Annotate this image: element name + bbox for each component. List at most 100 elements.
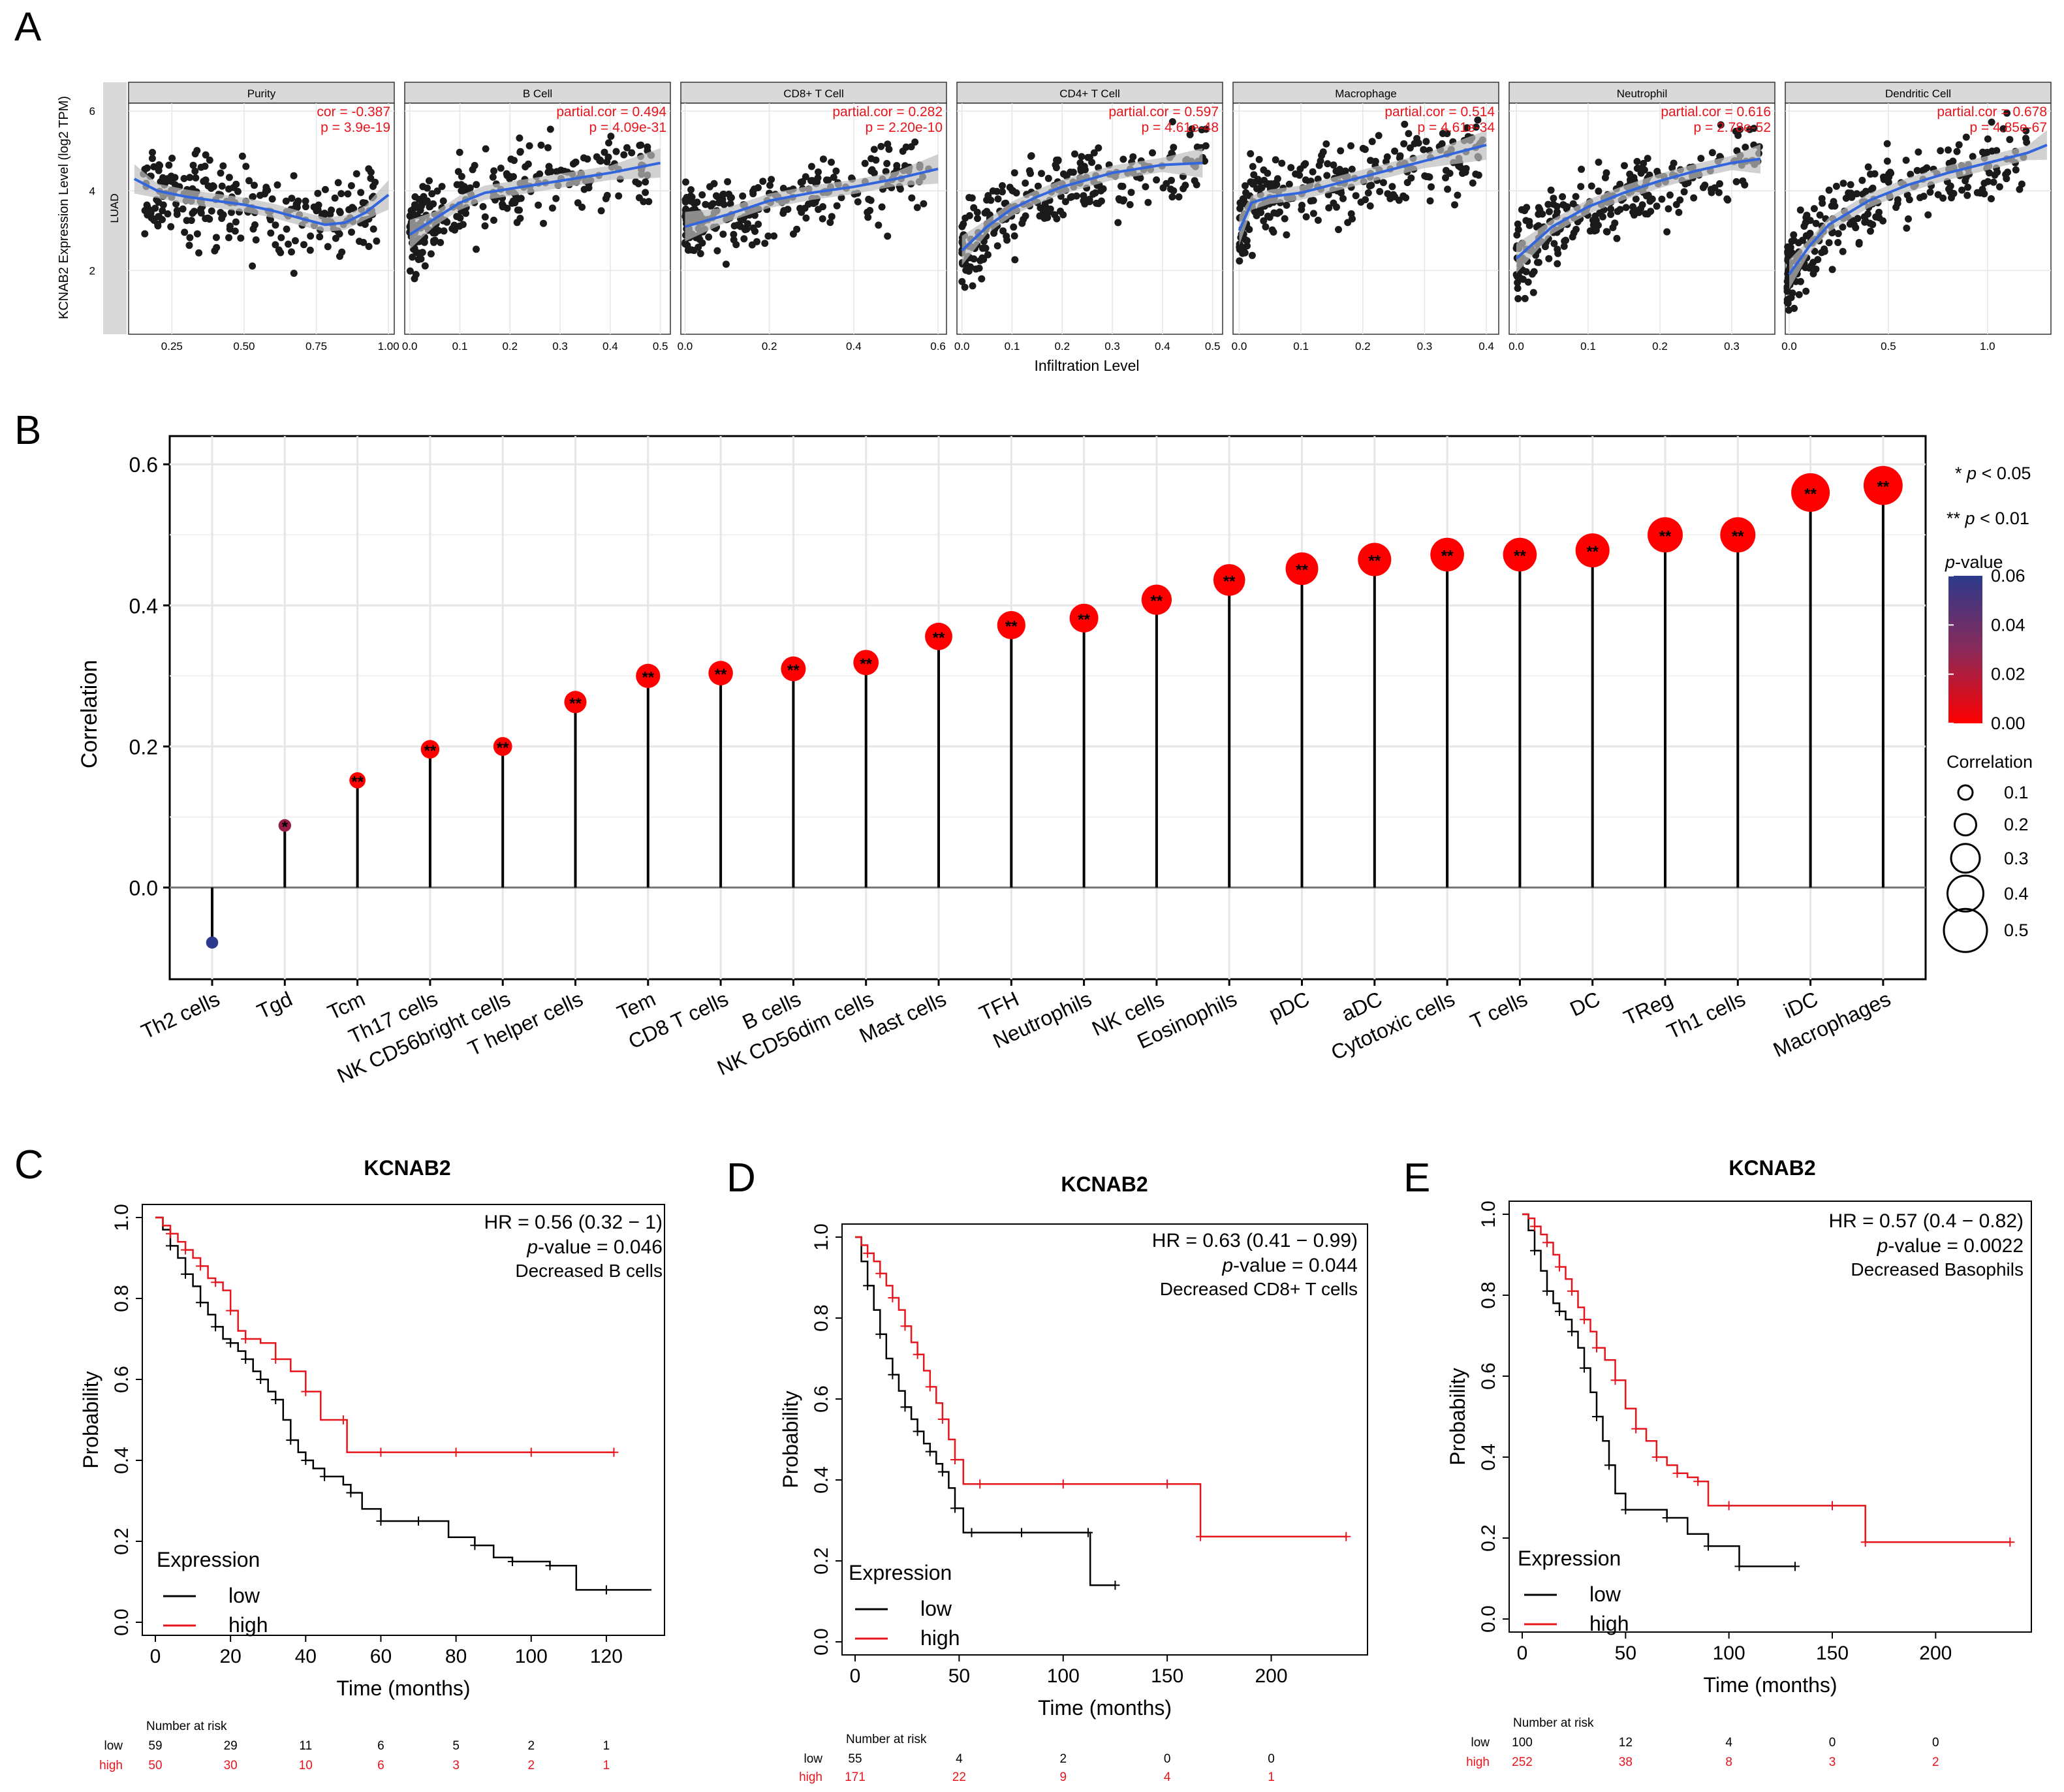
data-point xyxy=(1858,176,1866,184)
data-point xyxy=(1632,195,1640,203)
data-point xyxy=(1053,156,1061,164)
data-point xyxy=(1347,210,1355,217)
data-point xyxy=(687,186,695,194)
data-point xyxy=(1852,224,1860,232)
x-tick-label: 0 xyxy=(1517,1643,1528,1664)
data-point xyxy=(705,233,713,241)
data-point xyxy=(473,245,480,253)
significance-label: ** xyxy=(715,666,727,684)
data-point xyxy=(183,217,191,225)
data-point xyxy=(571,159,579,166)
risk-count-low: 0 xyxy=(1164,1752,1171,1766)
data-point xyxy=(960,220,967,228)
censor-mark xyxy=(925,1447,935,1456)
x-tick-label: 0.1 xyxy=(1005,340,1020,353)
data-point xyxy=(978,254,986,262)
censor-mark xyxy=(1580,1315,1589,1325)
censor-mark xyxy=(470,1541,480,1550)
p-value-stat: p = 4.85e-67 xyxy=(1969,120,2047,135)
risk-row-label-low: low xyxy=(1471,1736,1490,1750)
data-point xyxy=(1266,213,1274,221)
data-point xyxy=(1168,193,1176,201)
data-point xyxy=(1642,210,1650,218)
data-point xyxy=(185,242,193,249)
data-point xyxy=(1621,162,1628,170)
censor-mark xyxy=(1662,1513,1672,1522)
x-tick-label: 0 xyxy=(850,1665,861,1687)
data-point xyxy=(1400,140,1408,148)
data-point xyxy=(1426,173,1433,181)
data-point xyxy=(1309,210,1317,217)
data-point xyxy=(1545,255,1553,262)
size-legend-label: 0.1 xyxy=(2004,783,2029,802)
data-point xyxy=(1978,185,1986,193)
facet-title: B Cell xyxy=(523,87,552,100)
censor-mark xyxy=(451,1447,461,1457)
censor-mark xyxy=(226,1338,236,1348)
data-point xyxy=(536,170,544,178)
data-point xyxy=(1802,287,1810,295)
data-point xyxy=(164,175,172,183)
x-tick-label: T cells xyxy=(1467,987,1531,1033)
x-tick-label: 60 xyxy=(370,1646,392,1667)
x-tick-label: 0.3 xyxy=(1417,340,1433,353)
data-point xyxy=(828,213,836,221)
censor-mark xyxy=(507,1557,517,1566)
data-point xyxy=(2004,168,2012,176)
data-point xyxy=(337,190,345,198)
data-point xyxy=(1847,181,1854,189)
data-point xyxy=(961,283,969,291)
censor-mark xyxy=(888,1370,898,1379)
data-point xyxy=(367,168,375,176)
data-point xyxy=(828,159,835,166)
plot-frame xyxy=(841,1223,1368,1656)
legend-label-high: high xyxy=(1589,1612,1629,1635)
data-point xyxy=(1514,285,1522,292)
data-point xyxy=(1828,266,1836,274)
data-point xyxy=(1812,265,1820,273)
x-tick-label: 0.0 xyxy=(1781,340,1797,353)
data-point xyxy=(1785,306,1792,314)
data-point xyxy=(1675,208,1683,216)
data-point xyxy=(359,199,367,206)
data-point xyxy=(1825,239,1833,247)
data-point xyxy=(1302,176,1309,184)
x-tick-label: 1.0 xyxy=(1980,340,1995,353)
data-point xyxy=(1027,152,1035,160)
data-point xyxy=(807,163,815,170)
data-point xyxy=(1958,186,1966,194)
data-point xyxy=(1357,198,1365,206)
censor-mark xyxy=(414,1517,424,1526)
data-point xyxy=(454,168,462,176)
data-point xyxy=(1368,138,1376,146)
data-point xyxy=(607,133,615,140)
data-point xyxy=(872,156,880,164)
data-point xyxy=(285,240,292,248)
data-point xyxy=(489,173,497,181)
data-point xyxy=(1010,223,1018,231)
data-point xyxy=(696,250,704,257)
significance-label: ** xyxy=(1659,527,1672,545)
data-point xyxy=(1242,189,1250,196)
data-point xyxy=(1202,142,1210,149)
data-point xyxy=(698,191,706,198)
p-value-stat: p = 2.78e-52 xyxy=(1693,120,1771,135)
lollipop-dot xyxy=(1069,603,1099,633)
p-value-stat: p = 3.9e-19 xyxy=(321,120,390,135)
data-point xyxy=(1658,195,1666,203)
censor-mark xyxy=(1196,1532,1206,1541)
data-point xyxy=(1523,204,1531,212)
x-tick-label: 0.50 xyxy=(233,340,255,353)
x-tick-label: 0.0 xyxy=(678,340,693,353)
censor-mark xyxy=(1163,1479,1172,1489)
censor-mark xyxy=(2005,1537,2015,1547)
size-legend-circle xyxy=(1954,813,1977,837)
data-point xyxy=(1784,248,1792,256)
data-point xyxy=(819,203,826,211)
lollipop-dot xyxy=(1358,542,1392,576)
data-point xyxy=(1839,223,1847,231)
data-point xyxy=(277,249,285,257)
data-point xyxy=(1789,289,1796,297)
panel-a-x-label: Infiltration Level xyxy=(1034,357,1139,374)
data-point xyxy=(412,271,420,278)
